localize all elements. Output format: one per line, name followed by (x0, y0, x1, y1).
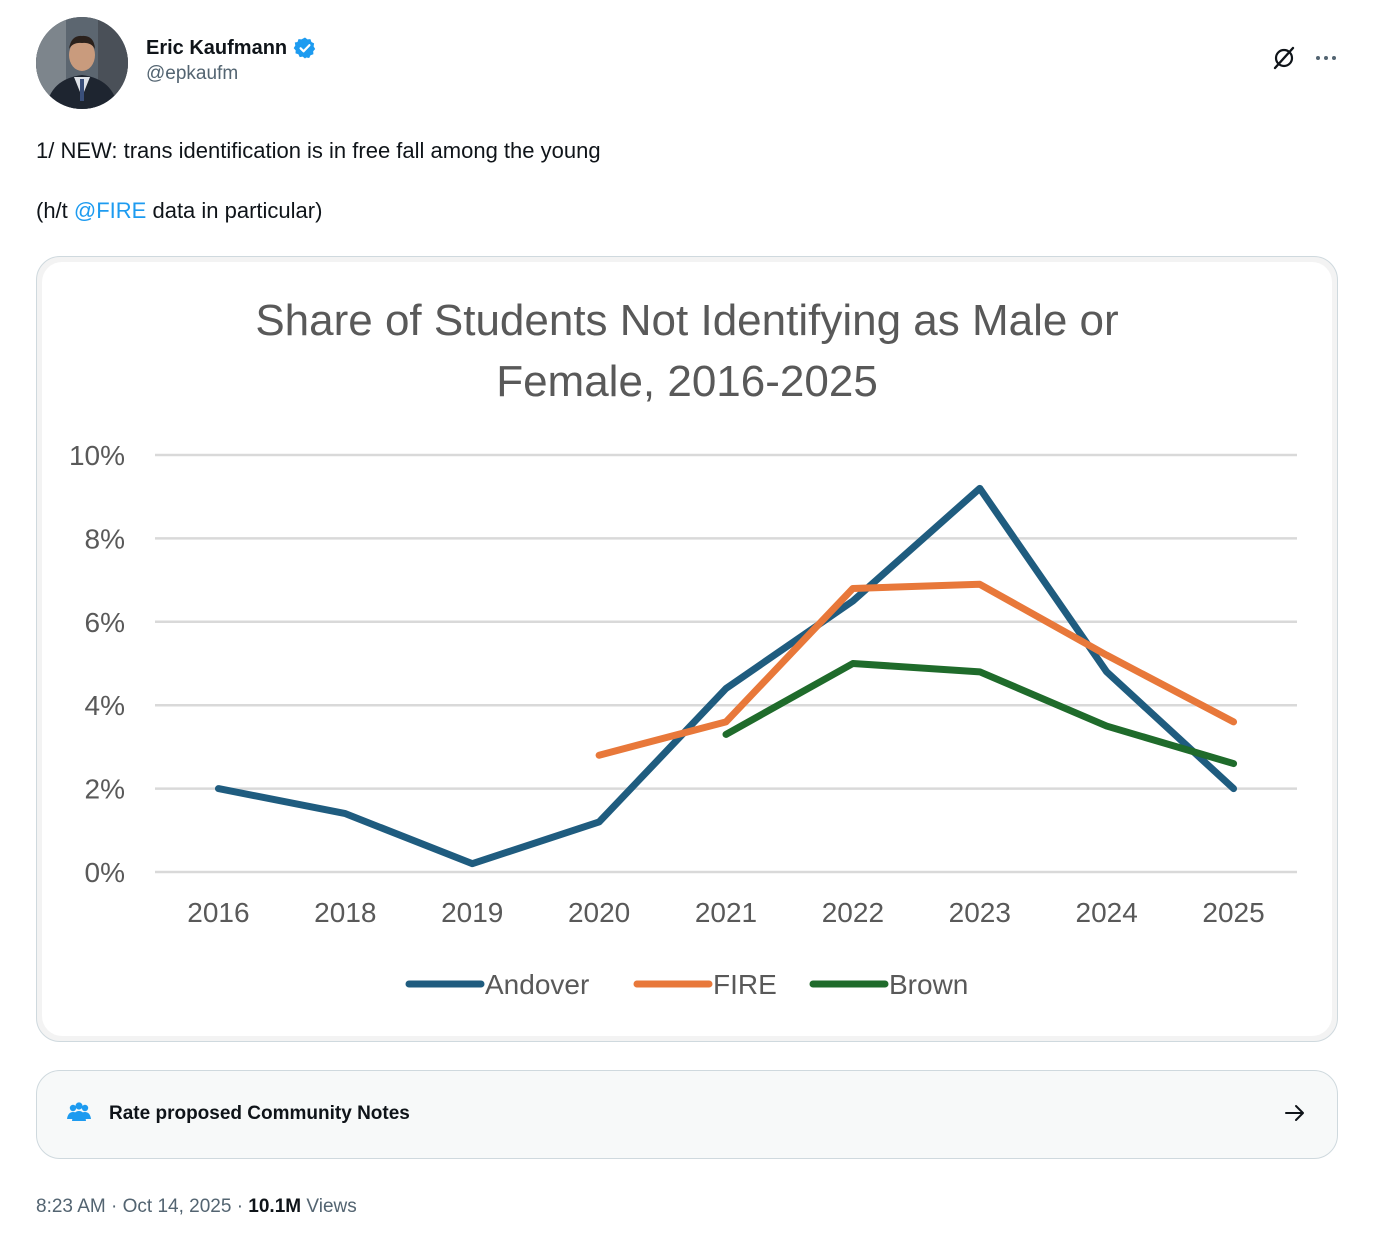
community-notes-icon (67, 1102, 91, 1121)
author-handle[interactable]: @epkaufm (146, 63, 239, 84)
tweet-text-line-1: 1/ NEW: trans identification is in free … (36, 138, 601, 163)
views-count: 10.1M (248, 1196, 302, 1217)
line-chart: Share of Students Not Identifying as Mal… (69, 296, 1297, 1000)
media-image[interactable]: Share of Students Not Identifying as Mal… (36, 256, 1338, 1042)
community-notes-label: Rate proposed Community Notes (109, 1103, 410, 1124)
tweet-text-prefix: (h/t (36, 198, 74, 223)
x-tick-label: 2022 (822, 897, 884, 928)
more-icon[interactable] (1312, 44, 1340, 72)
y-tick-label: 0% (85, 857, 125, 888)
avatar[interactable] (36, 17, 128, 109)
meta-separator: · (236, 1196, 249, 1217)
y-tick-label: 4% (85, 690, 125, 721)
y-tick-label: 6% (85, 607, 125, 638)
y-tick-label: 10% (69, 440, 125, 471)
x-tick-label: 2018 (314, 897, 376, 928)
tweet-text-suffix: data in particular) (146, 198, 323, 223)
x-tick-label: 2024 (1076, 897, 1138, 928)
tweet-text: 1/ NEW: trans identification is in free … (36, 136, 1336, 256)
tweet-meta: 8:23 AM · Oct 14, 2025 · 10.1M Views (36, 1196, 357, 1218)
x-tick-label: 2025 (1202, 897, 1264, 928)
y-tick-label: 2% (85, 774, 125, 805)
tweet-time[interactable]: 8:23 AM (36, 1196, 106, 1217)
series-line-fire (595, 580, 1238, 759)
community-notes-card[interactable]: Rate proposed Community Notes (36, 1070, 1338, 1159)
series-line-brown (722, 660, 1238, 768)
chart-title-line-2: Female, 2016-2025 (496, 357, 878, 406)
author-name-row[interactable]: Eric Kaufmann (146, 36, 317, 60)
avatar-photo (36, 17, 128, 109)
verified-badge-icon[interactable] (293, 36, 317, 60)
x-tick-label: 2023 (949, 897, 1011, 928)
x-tick-label: 2016 (187, 897, 249, 928)
grok-icon[interactable] (1270, 44, 1298, 72)
tweet-date[interactable]: Oct 14, 2025 (122, 1196, 232, 1217)
y-tick-label: 8% (85, 523, 125, 554)
chart-background (42, 262, 1332, 1036)
chart-title-line-1: Share of Students Not Identifying as Mal… (255, 296, 1118, 345)
x-tick-label: 2019 (441, 897, 503, 928)
views-label: Views (306, 1196, 357, 1217)
arrow-right-icon (1285, 1105, 1304, 1121)
legend-label-brown: Brown (889, 969, 968, 1000)
x-tick-label: 2021 (695, 897, 757, 928)
author-name[interactable]: Eric Kaufmann (146, 36, 288, 59)
legend-label-andover: Andover (485, 969, 589, 1000)
tweet-text-line-2: (h/t @FIRE data in particular) (36, 196, 1336, 226)
meta-separator: · (111, 1196, 123, 1217)
series-line-andover (214, 484, 1238, 868)
legend-label-fire: FIRE (713, 969, 777, 1000)
mention-link[interactable]: @FIRE (73, 198, 147, 223)
x-tick-label: 2020 (568, 897, 630, 928)
